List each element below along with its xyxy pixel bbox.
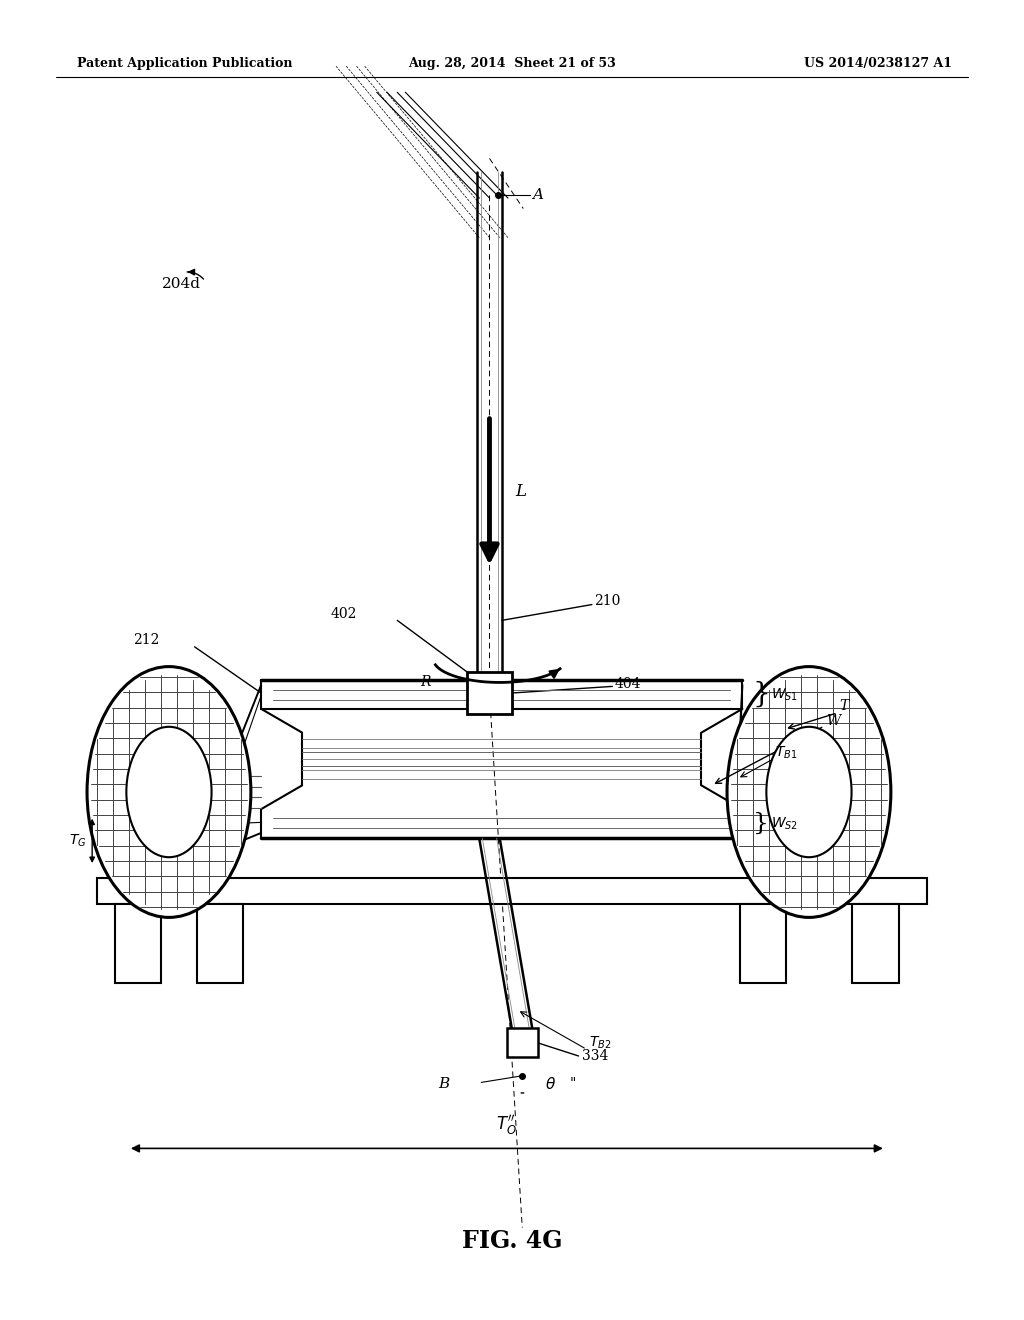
Ellipse shape [87,667,251,917]
Text: 204d: 204d [162,277,201,290]
Text: $T_G$: $T_G$ [70,833,87,849]
Text: $T_{B1}$: $T_{B1}$ [775,744,798,760]
Polygon shape [852,904,899,983]
Ellipse shape [126,727,212,857]
Text: }: } [753,681,770,708]
FancyBboxPatch shape [507,1028,538,1057]
Polygon shape [116,904,162,983]
Text: $W_{S1}$: $W_{S1}$ [771,686,798,702]
Text: FIG. 4G: FIG. 4G [462,1229,562,1253]
Text: 402: 402 [331,607,357,620]
Text: $T_O^{\prime\prime}$: $T_O^{\prime\prime}$ [497,1113,517,1137]
Text: $W_{S2}$: $W_{S2}$ [771,816,798,832]
Text: US 2014/0238127 A1: US 2014/0238127 A1 [804,57,952,70]
Text: $\theta$: $\theta$ [545,1076,556,1092]
Text: W: W [826,714,841,727]
Text: A: A [532,189,544,202]
Polygon shape [739,904,786,983]
Text: L: L [515,483,526,500]
Text: 404: 404 [614,677,641,690]
Text: 212: 212 [133,634,160,647]
Text: B: B [438,1077,450,1090]
Polygon shape [197,904,244,983]
Text: R: R [420,676,430,689]
Text: $T_{B2}$: $T_{B2}$ [589,1035,611,1051]
Polygon shape [97,878,927,904]
FancyBboxPatch shape [467,672,512,714]
Text: Aug. 28, 2014  Sheet 21 of 53: Aug. 28, 2014 Sheet 21 of 53 [409,57,615,70]
Text: 334: 334 [582,1049,608,1063]
Text: }: } [753,812,769,836]
Text: ": " [569,1077,575,1090]
Text: 210: 210 [594,594,621,607]
Text: T: T [840,700,849,713]
Text: Patent Application Publication: Patent Application Publication [77,57,292,70]
Ellipse shape [727,667,891,917]
Ellipse shape [766,727,852,857]
